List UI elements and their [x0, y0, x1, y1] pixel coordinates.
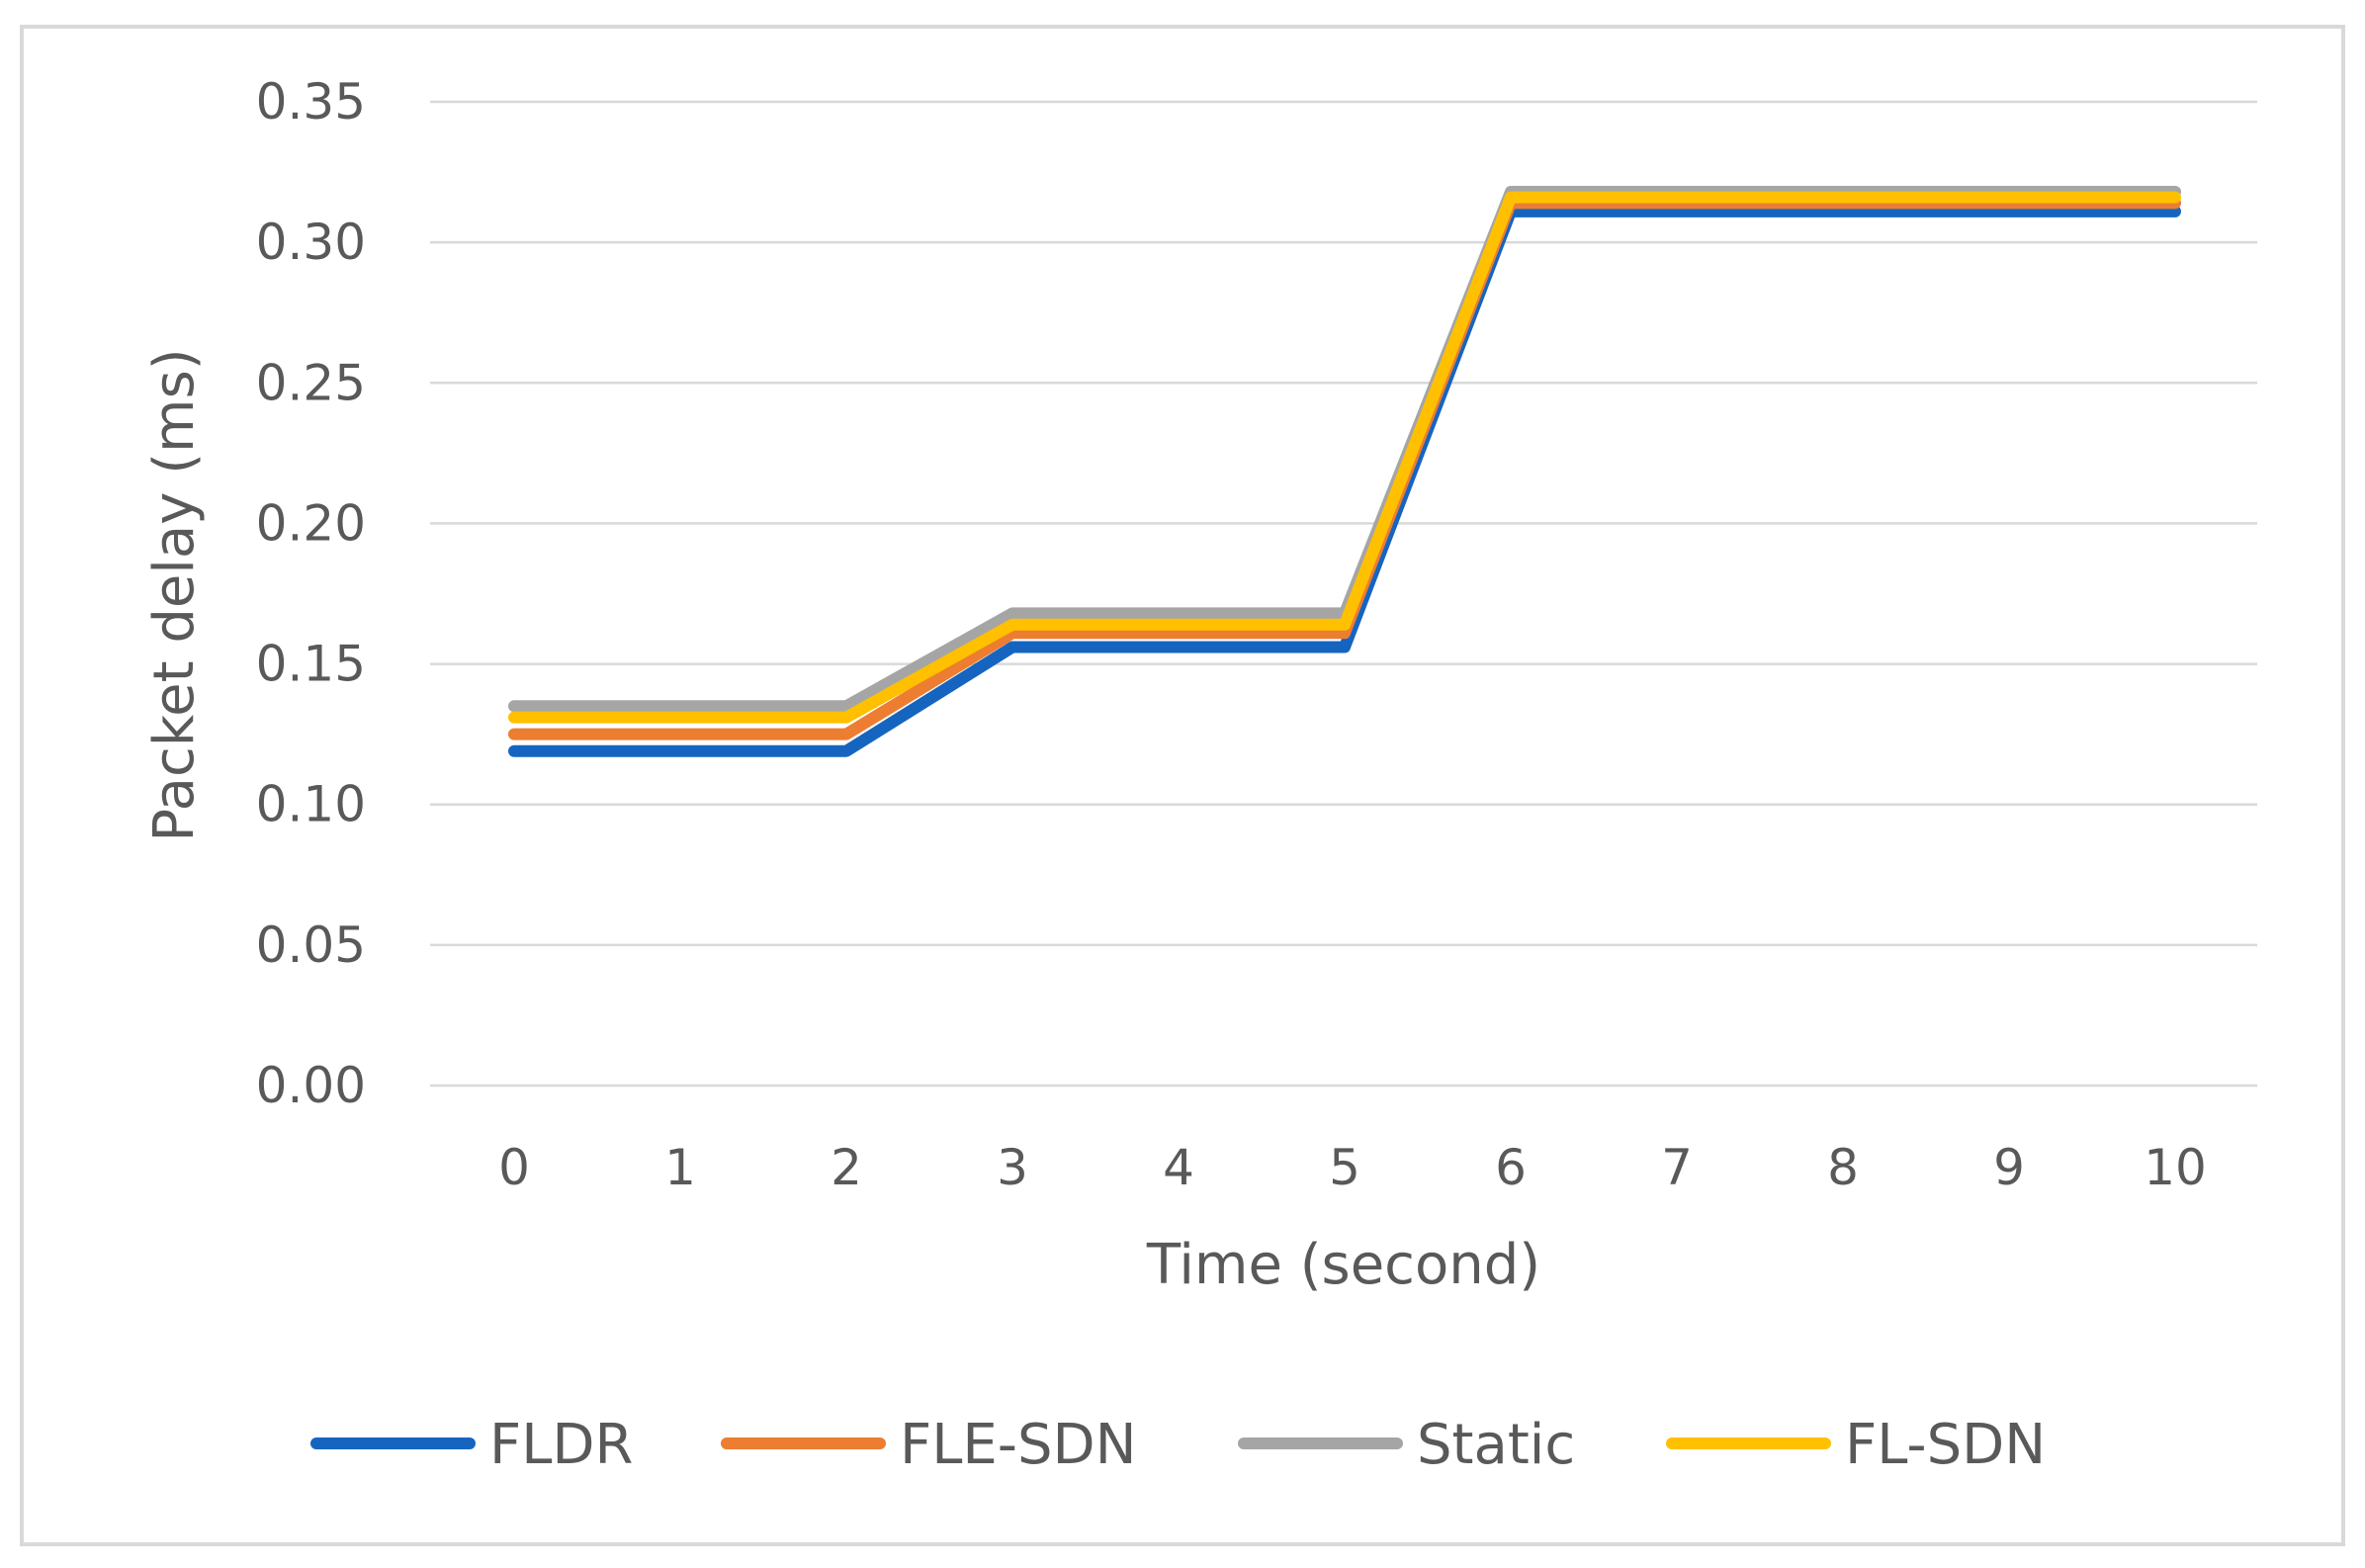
legend-label: FL-SDN — [1845, 1413, 2046, 1477]
x-axis-title: Time (second) — [1146, 1233, 1540, 1297]
y-tick-label: 0.15 — [256, 636, 366, 693]
y-axis-title: Packet delay (ms) — [142, 348, 207, 841]
y-axis-ticks: 0.00 0.05 0.10 0.15 0.20 0.25 0.30 0.35 — [256, 73, 366, 1114]
chart-border — [20, 25, 2345, 1546]
legend-label: FLE-SDN — [900, 1413, 1137, 1477]
series-lines — [508, 185, 2181, 757]
x-tick-label: 0 — [498, 1139, 530, 1196]
legend-label: FLDR — [489, 1413, 633, 1477]
x-tick-label: 6 — [1495, 1139, 1527, 1196]
y-tick-label: 0.30 — [256, 214, 366, 271]
gridlines — [430, 100, 2257, 1088]
y-tick-label: 0.35 — [256, 73, 366, 131]
x-tick-label: 4 — [1163, 1139, 1194, 1196]
legend-label: Static — [1417, 1413, 1575, 1477]
legend: FLDR FLE-SDN Static FL-SDN — [310, 1413, 2046, 1477]
y-tick-label: 0.25 — [256, 354, 366, 411]
y-tick-label: 0.20 — [256, 494, 366, 552]
x-tick-label: 8 — [1827, 1139, 1859, 1196]
x-axis-ticks: 0 1 2 3 4 5 6 7 8 9 10 — [498, 1139, 2207, 1196]
x-tick-label: 2 — [831, 1139, 862, 1196]
y-tick-label: 0.10 — [256, 776, 366, 833]
y-tick-label: 0.00 — [256, 1057, 366, 1114]
series-line-fl-sdn — [508, 191, 2181, 724]
x-tick-label: 3 — [997, 1139, 1028, 1196]
x-tick-label: 9 — [1993, 1139, 2025, 1196]
x-tick-label: 1 — [664, 1139, 696, 1196]
x-tick-label: 10 — [2144, 1139, 2207, 1196]
x-tick-label: 5 — [1329, 1139, 1360, 1196]
y-tick-label: 0.05 — [256, 916, 366, 974]
x-tick-label: 7 — [1661, 1139, 1693, 1196]
series-line-fldr — [508, 205, 2181, 757]
